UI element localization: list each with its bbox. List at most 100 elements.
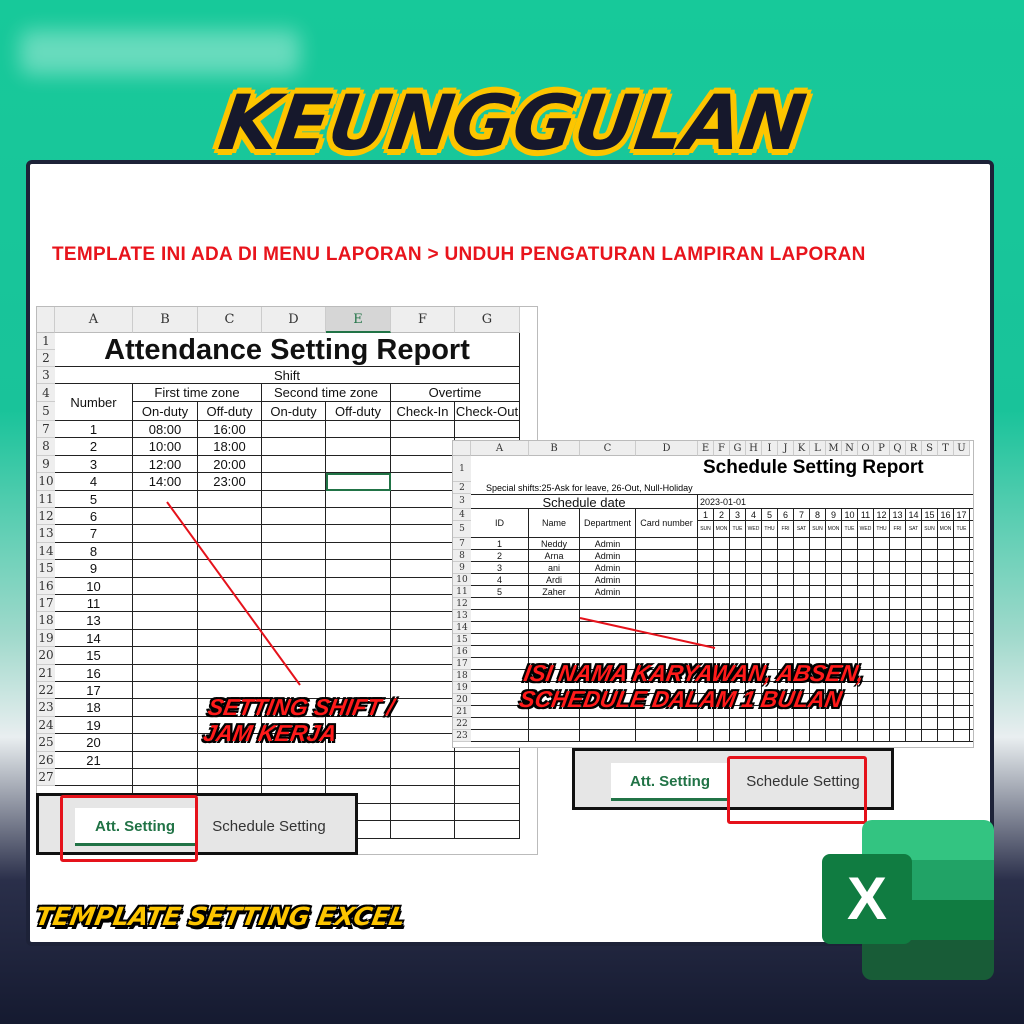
schedule-cell xyxy=(778,586,794,598)
excel-x-letter: X xyxy=(822,854,912,944)
empty-cell xyxy=(391,769,455,787)
employee-cell xyxy=(636,622,698,634)
schedule-cell xyxy=(970,574,973,586)
schedule-cell xyxy=(746,706,762,718)
schedule-cell xyxy=(826,706,842,718)
schedule-cell xyxy=(906,634,922,646)
schedule-cell xyxy=(746,538,762,550)
number-cell: 15 xyxy=(55,647,133,665)
schedule-cell xyxy=(906,538,922,550)
schedule-cell xyxy=(778,706,794,718)
column-header: A xyxy=(471,441,529,456)
row-header: 18 xyxy=(37,612,55,630)
number-cell: 6 xyxy=(55,508,133,526)
tab-schedule-setting[interactable]: Schedule Setting xyxy=(212,818,326,835)
schedule-cell xyxy=(858,622,874,634)
empty-cell xyxy=(455,769,520,787)
row-header: 12 xyxy=(37,508,55,526)
row-header: 14 xyxy=(37,542,55,561)
schedule-cell xyxy=(922,694,938,706)
tab-att-setting[interactable]: Att. Setting xyxy=(75,808,195,846)
schedule-cell xyxy=(938,706,954,718)
schedule-cell xyxy=(970,550,973,562)
employee-cell xyxy=(580,718,636,730)
employee-cell xyxy=(636,646,698,658)
time-cell xyxy=(326,421,391,439)
schedule-cell xyxy=(794,634,810,646)
number-cell: 11 xyxy=(55,595,133,613)
time-cell xyxy=(326,612,391,630)
schedule-cell xyxy=(954,694,970,706)
number-cell: 18 xyxy=(55,699,133,717)
tab-att-setting[interactable]: Att. Setting xyxy=(611,763,729,801)
schedule-cell xyxy=(858,550,874,562)
time-cell xyxy=(198,577,262,595)
weekday: SAT xyxy=(906,521,922,538)
time-cell xyxy=(262,682,326,700)
schedule-cell xyxy=(730,538,746,550)
time-cell xyxy=(133,734,198,752)
schedule-cell xyxy=(922,562,938,574)
schedule-cell xyxy=(826,574,842,586)
row-header: 15 xyxy=(37,560,55,578)
column-title: Department xyxy=(580,509,636,538)
employee-cell xyxy=(580,682,636,694)
schedule-cell xyxy=(826,610,842,622)
schedule-cell xyxy=(826,670,842,682)
excel-logo: X xyxy=(822,820,994,980)
employee-cell xyxy=(636,586,698,598)
schedule-cell xyxy=(762,682,778,694)
schedule-cell xyxy=(762,586,778,598)
row-header: 4 xyxy=(453,509,471,521)
schedule-cell xyxy=(954,598,970,610)
day-number: 1 xyxy=(698,509,714,521)
schedule-cell xyxy=(938,622,954,634)
schedule-cell xyxy=(810,646,826,658)
schedule-cell xyxy=(762,538,778,550)
schedule-cell xyxy=(906,670,922,682)
schedule-cell xyxy=(842,550,858,562)
schedule-cell xyxy=(890,586,906,598)
empty-cell xyxy=(262,769,326,787)
corner xyxy=(453,441,471,456)
column-header: H xyxy=(746,441,762,456)
time-cell xyxy=(262,455,326,474)
row-header: 18 xyxy=(453,670,471,682)
time-cell xyxy=(198,560,262,578)
employee-cell xyxy=(529,598,580,610)
empty-cell xyxy=(326,769,391,787)
time-cell xyxy=(326,473,391,491)
schedule-cell xyxy=(730,562,746,574)
row-header: 7 xyxy=(453,538,471,550)
number-cell: 16 xyxy=(55,664,133,682)
schedule-cell xyxy=(746,646,762,658)
schedule-cell xyxy=(826,682,842,694)
sheet-tabs-2: Att. Setting Schedule Setting xyxy=(572,748,894,810)
corner xyxy=(37,307,55,333)
schedule-cell xyxy=(890,550,906,562)
schedule-cell xyxy=(858,634,874,646)
number-cell: 20 xyxy=(55,734,133,752)
time-cell xyxy=(262,508,326,526)
schedule-cell xyxy=(874,550,890,562)
employee-cell xyxy=(636,730,698,742)
employee-cell xyxy=(529,694,580,706)
schedule-cell xyxy=(874,694,890,706)
schedule-cell xyxy=(794,658,810,670)
schedule-cell xyxy=(698,694,714,706)
tab-schedule-setting[interactable]: Schedule Setting xyxy=(746,773,860,790)
empty-cell xyxy=(391,803,455,822)
column-header: E xyxy=(698,441,714,456)
schedule-cell xyxy=(938,598,954,610)
schedule-cell xyxy=(762,730,778,742)
schedule-cell xyxy=(874,634,890,646)
report-title: Schedule Setting Report xyxy=(703,457,924,478)
schedule-cell xyxy=(954,586,970,598)
employee-cell xyxy=(471,694,529,706)
schedule-cell xyxy=(794,598,810,610)
schedule-cell xyxy=(970,718,973,730)
row-header: 5 xyxy=(37,402,55,421)
weekday: SUN xyxy=(922,521,938,538)
time-cell xyxy=(391,421,455,439)
employee-cell: 1 xyxy=(471,538,529,550)
